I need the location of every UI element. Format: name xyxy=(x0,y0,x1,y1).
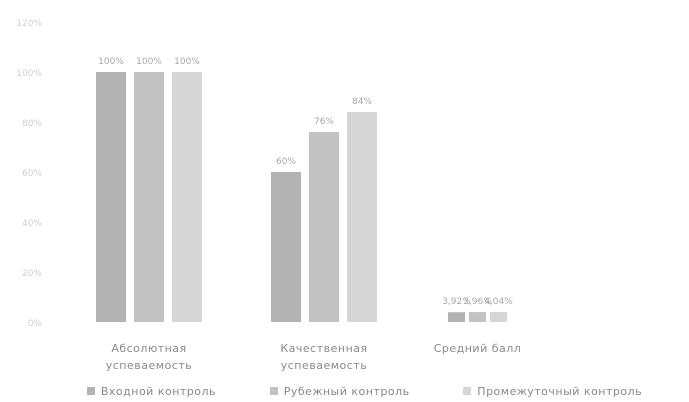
y-tick-label: 80% xyxy=(22,119,42,129)
legend-label: Рубежный контроль xyxy=(283,384,410,398)
data-label: 76% xyxy=(314,117,334,127)
legend-swatch xyxy=(269,387,278,395)
bar xyxy=(347,112,377,322)
category-label: Абсолютная успеваемость xyxy=(106,342,192,372)
bar xyxy=(490,311,507,322)
data-label: 100% xyxy=(136,57,162,67)
data-label: 60% xyxy=(276,157,296,167)
bar xyxy=(134,72,164,322)
category-label: Качественная успеваемость xyxy=(280,342,367,372)
category-label-line: Абсолютная xyxy=(111,342,186,355)
y-tick-label: 40% xyxy=(22,219,42,229)
bar xyxy=(96,72,126,322)
category-label-line: успеваемость xyxy=(106,359,192,372)
bar xyxy=(271,172,301,322)
legend-label: Промежуточный контроль xyxy=(477,384,643,398)
category-label-line: Средний балл xyxy=(434,342,522,355)
y-tick-label: 100% xyxy=(16,69,42,79)
bar xyxy=(469,312,486,322)
legend-item: Входной контроль xyxy=(86,384,217,398)
legend-item: Рубежный контроль xyxy=(269,384,410,398)
legend-label: Входной контроль xyxy=(100,384,217,398)
bar-chart: 0% 20% 40% 60% 80% 100% 120% 100% 100% 100% Абсолю… xyxy=(16,19,522,372)
legend-swatch xyxy=(463,387,472,395)
data-label: 84% xyxy=(352,97,372,107)
data-label: 100% xyxy=(174,57,200,67)
data-label: 100% xyxy=(98,57,124,67)
y-tick-label: 20% xyxy=(22,269,42,279)
category-label-line: успеваемость xyxy=(281,359,367,372)
legend-item: Промежуточный контроль xyxy=(463,385,642,398)
bar xyxy=(448,312,465,322)
data-label: 4,04% xyxy=(484,297,513,307)
category-label: Средний балл xyxy=(434,342,522,355)
legend-swatch xyxy=(86,387,95,395)
bar xyxy=(309,132,339,322)
data-label: 3,96% xyxy=(463,297,492,307)
y-tick-label: 120% xyxy=(16,19,42,29)
y-tick-label: 0% xyxy=(28,319,43,329)
bar xyxy=(172,72,202,322)
legend: Входной контроль Рубежный контроль Промежу… xyxy=(0,382,689,400)
category-label-line: Качественная xyxy=(280,342,367,355)
y-tick-label: 60% xyxy=(22,169,42,179)
data-label: 3,92% xyxy=(442,297,471,307)
